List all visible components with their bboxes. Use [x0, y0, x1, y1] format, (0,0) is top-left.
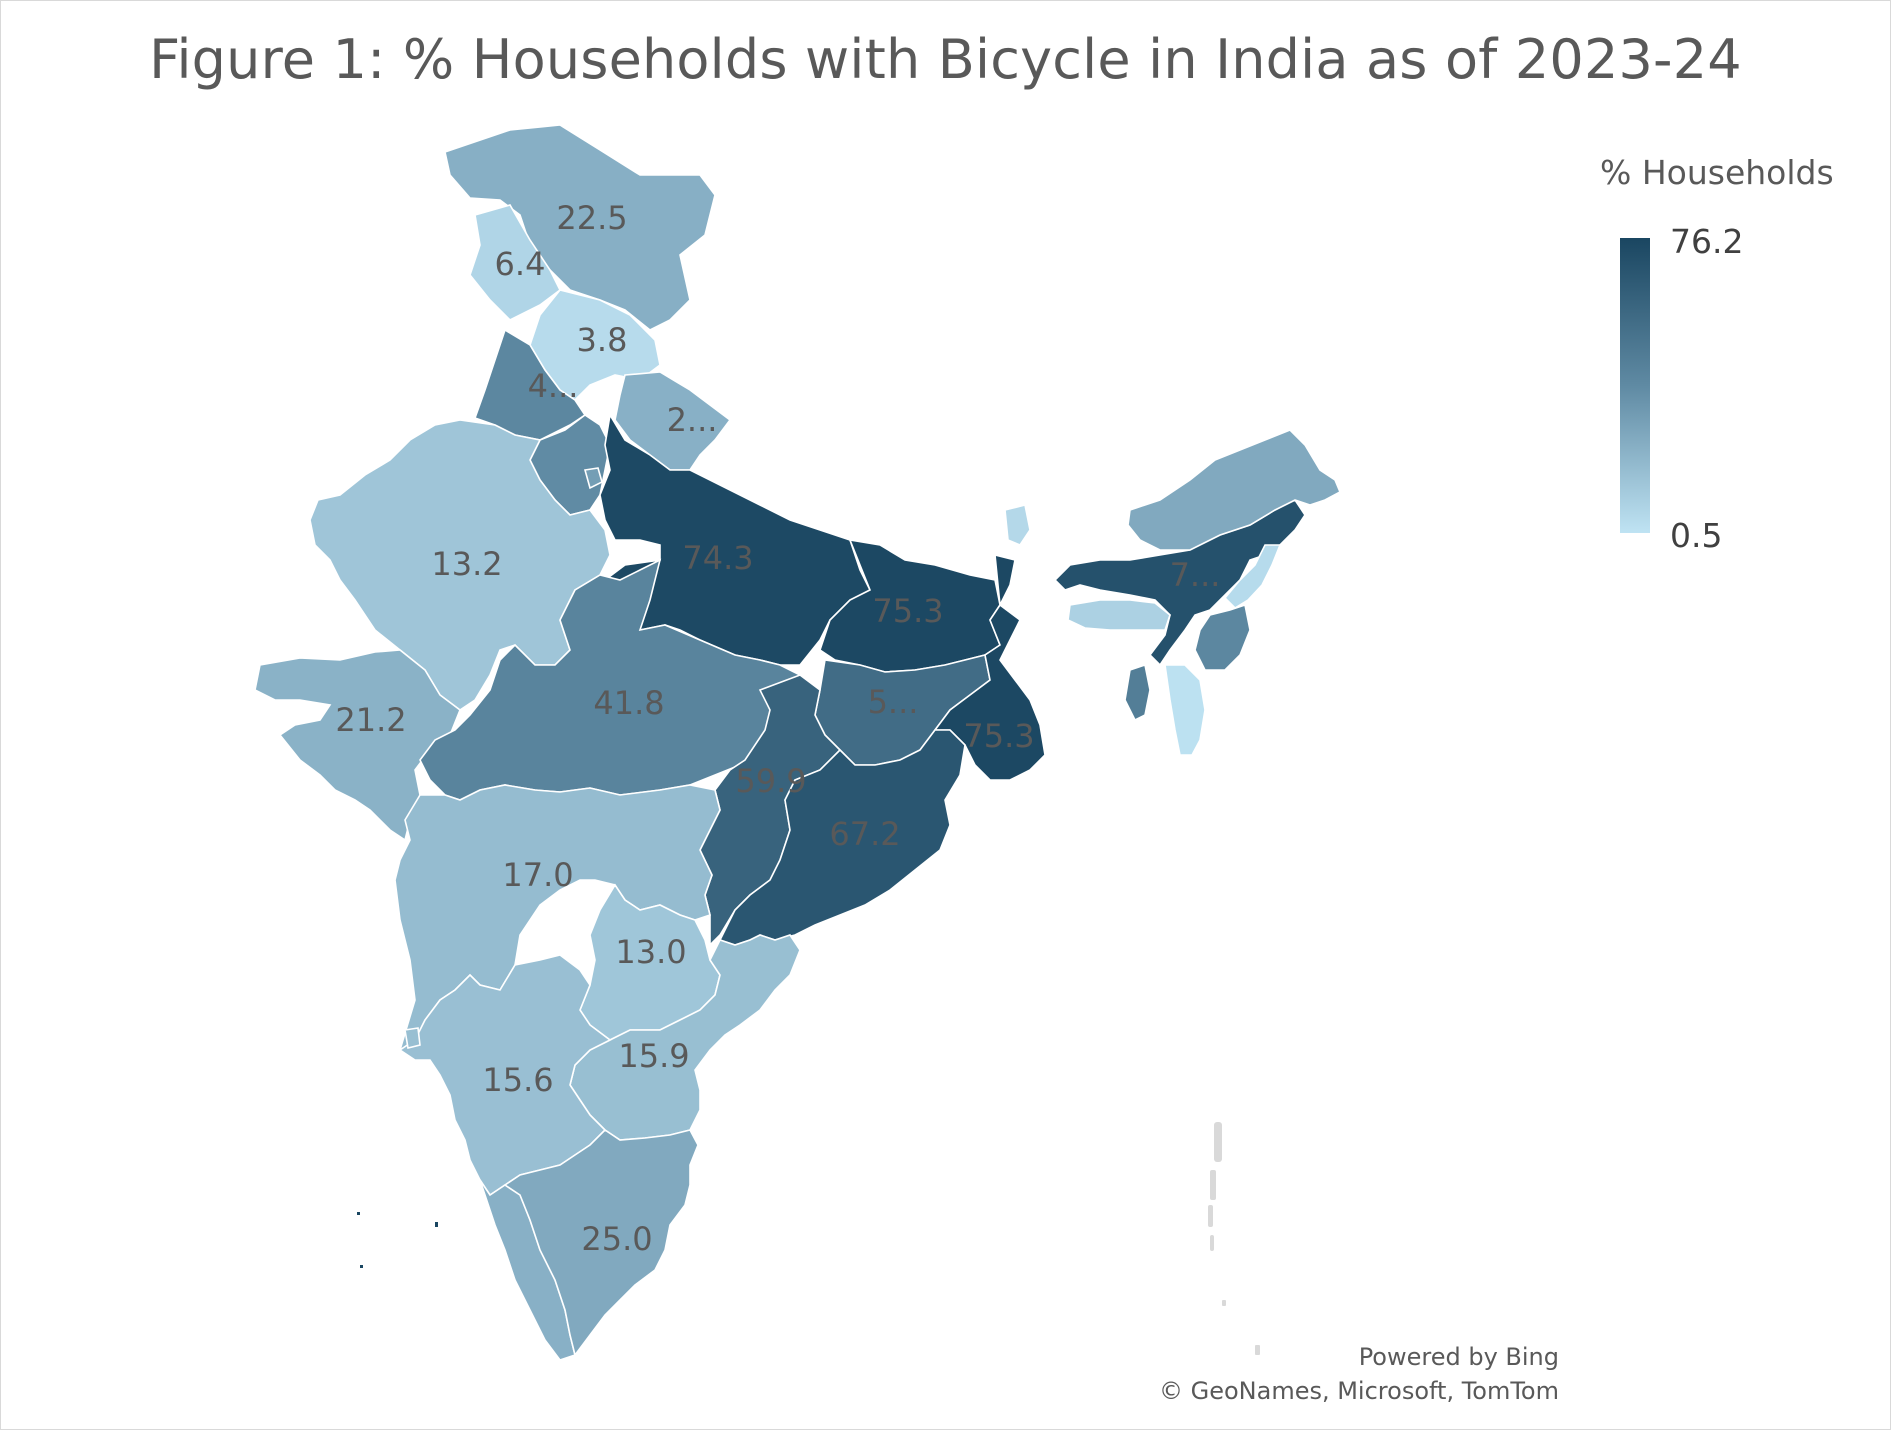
value-label-madhya-pradesh: 41.8 — [593, 684, 664, 722]
value-label-bihar: 75.3 — [872, 592, 943, 630]
region-delhi[interactable] — [583, 467, 603, 490]
region-arunachal-pradesh[interactable] — [1127, 429, 1342, 551]
value-label-jammu-kashmir: 22.5 — [556, 199, 627, 237]
powered-by-credit: Powered by Bing — [1358, 1343, 1559, 1371]
value-label-assam: 7... — [1170, 556, 1221, 594]
value-label-west-bengal: 75.3 — [963, 717, 1034, 755]
legend-max-label: 76.2 — [1670, 222, 1744, 261]
map-value-labels: 22.5 6.4 3.8 4... 2... 13.2 74.3 75.3 21… — [335, 199, 1220, 1258]
value-label-telangana: 13.0 — [615, 933, 686, 971]
region-uttarakhand[interactable] — [614, 371, 732, 471]
value-label-gujarat: 21.2 — [335, 701, 406, 739]
copyright-credit: © GeoNames, Microsoft, TomTom — [1158, 1377, 1559, 1405]
legend-color-scale — [1620, 238, 1650, 533]
value-label-andhra-pradesh: 15.9 — [618, 1037, 689, 1075]
region-goa[interactable] — [404, 1027, 421, 1049]
region-meghalaya[interactable] — [1067, 599, 1171, 631]
region-punjab[interactable] — [473, 328, 587, 441]
value-label-punjab: 4... — [528, 367, 579, 405]
value-label-odisha: 67.2 — [829, 815, 900, 853]
andaman-nicobar-islands — [1208, 1122, 1260, 1355]
value-label-uttar-pradesh: 74.3 — [682, 539, 753, 577]
legend-title: % Households — [1600, 153, 1834, 192]
value-label-karnataka: 15.6 — [482, 1061, 553, 1099]
region-odisha[interactable] — [718, 729, 966, 946]
value-label-ladakh-hills: 3.8 — [577, 321, 628, 359]
chart-title: Figure 1: % Households with Bicycle in I… — [149, 28, 1742, 91]
value-label-rajasthan: 13.2 — [431, 545, 502, 583]
region-nagaland[interactable] — [1223, 544, 1282, 610]
region-tamil-nadu[interactable] — [503, 1128, 699, 1357]
region-karnataka[interactable] — [398, 954, 612, 1197]
legend-min-label: 0.5 — [1670, 516, 1723, 555]
region-chhattisgarh[interactable] — [699, 674, 842, 947]
value-label-tamil-nadu: 25.0 — [581, 1220, 652, 1258]
value-label-chhattisgarh: 59.9 — [735, 762, 806, 800]
value-label-maharashtra: 17.0 — [502, 856, 573, 894]
value-label-jharkhand: 5... — [868, 683, 919, 721]
value-label-himachal-pradesh: 6.4 — [495, 245, 546, 283]
region-mizoram[interactable] — [1164, 664, 1206, 756]
region-gujarat[interactable] — [254, 649, 461, 842]
region-manipur[interactable] — [1194, 603, 1251, 671]
region-tripura[interactable] — [1124, 663, 1151, 722]
region-west-bengal[interactable] — [933, 553, 1046, 781]
region-rajasthan[interactable] — [309, 419, 611, 711]
region-sikkim[interactable] — [1004, 504, 1031, 546]
region-himachal-pradesh[interactable] — [469, 204, 562, 321]
value-label-uttarakhand: 2... — [667, 401, 718, 439]
lakshadweep-islands — [357, 1212, 438, 1268]
